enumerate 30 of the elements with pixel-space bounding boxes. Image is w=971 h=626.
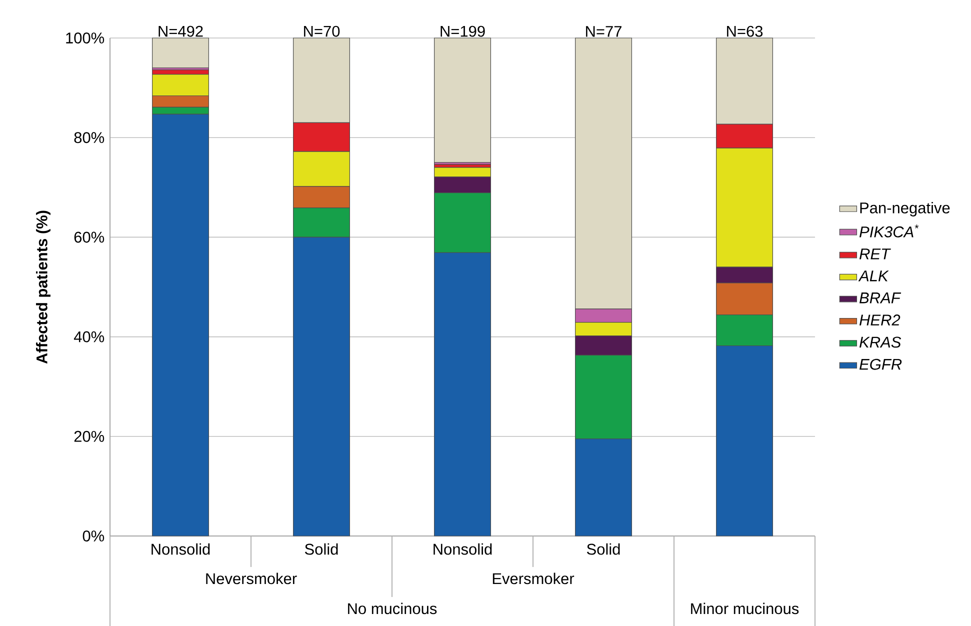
text: N=70: [304, 26, 340, 37]
x-tick-label: Nonsolid: [434, 543, 492, 555]
legend-label: EGFR: [860, 358, 902, 370]
legend-label: ALK: [858, 270, 889, 282]
legend-label: Pan-negative: [860, 202, 950, 216]
text: Minor mucinous: [691, 602, 799, 614]
x-tick-label: Nonsolid: [152, 543, 210, 555]
legend-label: HER2: [860, 314, 900, 326]
x-tick-label: Solid: [304, 543, 338, 555]
x-tick-label: Solid: [586, 543, 620, 555]
bar: [434, 38, 492, 163]
y-tick-label: 80%: [74, 132, 104, 144]
legend-label: BRAF: [860, 292, 902, 304]
text: N=63: [727, 26, 763, 37]
y-tick-label: 0%: [82, 530, 104, 542]
y-tick-label: 60%: [74, 232, 104, 243]
text: No mucinous: [348, 602, 437, 614]
legend-label: KRAS: [860, 336, 902, 348]
text: Neversmoker: [206, 572, 297, 584]
text: N=492: [158, 26, 203, 37]
bar: [152, 38, 209, 68]
y-tick-label: 40%: [74, 331, 104, 342]
y-axis-title: Affected patients (%): [36, 210, 50, 364]
y-tick-label: 20%: [74, 430, 104, 442]
legend-label: RET: [860, 248, 891, 260]
text: N=77: [586, 26, 622, 37]
text: N=199: [440, 26, 485, 37]
text: Eversmoker: [492, 572, 574, 584]
legend-label: PIK3CA$^{*}$: [860, 224, 919, 238]
y-tick-label: 100%: [66, 32, 104, 44]
